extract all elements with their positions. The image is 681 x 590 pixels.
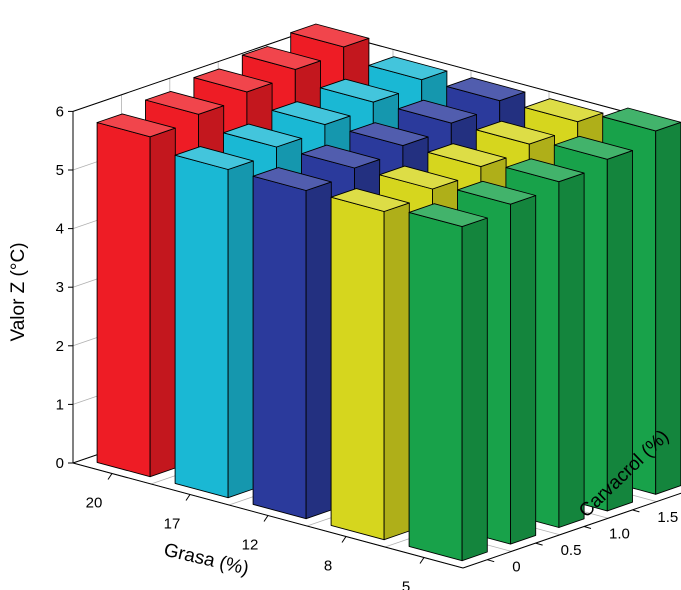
bar-5-0 — [408, 203, 488, 562]
bar-front-face — [252, 175, 307, 520]
bar-12-0 — [252, 167, 332, 520]
bar-20-0 — [96, 113, 176, 478]
y-tick-label: 0 — [512, 559, 520, 576]
z-tick-label: 6 — [56, 103, 64, 120]
z-axis-title: Valor Z (°C) — [8, 242, 29, 341]
top-left-edge — [72, 27, 316, 112]
bar-top-face — [553, 135, 633, 160]
z-tick-label: 1 — [56, 396, 64, 413]
bar-top-face — [379, 165, 459, 190]
x-tick-mark — [107, 473, 113, 480]
bar-top-face — [408, 203, 488, 228]
bar-top-face — [145, 90, 225, 115]
z-tick-label: 5 — [56, 162, 64, 179]
z-tick-label: 3 — [56, 279, 64, 296]
bar-top-face — [290, 23, 370, 48]
bar-8-0 — [330, 188, 410, 541]
bar-side-face — [383, 202, 410, 541]
bar-top-face — [368, 56, 448, 81]
x-tick-label: 17 — [164, 516, 181, 533]
bar-side-face — [558, 172, 585, 528]
z-tick-label: 4 — [56, 221, 64, 238]
y-tick-mark — [487, 559, 495, 563]
y-tick-mark — [632, 509, 640, 513]
bar-top-face — [446, 77, 526, 102]
bar-17-0 — [174, 146, 254, 499]
bar-side-face — [461, 217, 488, 562]
bar-front-face — [408, 211, 463, 562]
x-tick-label: 20 — [86, 495, 103, 512]
bar-top-face — [524, 98, 604, 123]
bar-side-face — [305, 181, 332, 520]
bar-top-face — [349, 122, 429, 147]
x-tick-mark — [419, 557, 425, 564]
x-tick-mark — [263, 515, 269, 522]
bar-top-face — [96, 113, 176, 138]
bar-top-face — [301, 144, 381, 169]
y-tick-label: 1.0 — [609, 526, 630, 543]
bar-top-face — [397, 99, 477, 124]
z-tick-label: 0 — [56, 455, 64, 472]
bar-front-face — [174, 154, 229, 499]
y-tick-mark — [535, 542, 543, 546]
bar-side-face — [149, 127, 176, 478]
y-tick-label: 0.5 — [561, 542, 582, 559]
z-tick-label: 2 — [56, 338, 64, 355]
x-tick-label: 8 — [324, 558, 332, 575]
bar-top-face — [475, 120, 555, 145]
x-tick-mark — [185, 494, 191, 501]
bar-top-face — [319, 78, 399, 103]
bar-top-face — [241, 46, 321, 70]
bar-top-face — [193, 68, 273, 93]
bar-top-face — [330, 188, 410, 212]
bar-top-face — [271, 101, 351, 126]
bar-front-face — [96, 122, 151, 478]
bars — [96, 23, 681, 562]
bar-top-face — [174, 146, 254, 170]
bar-side-face — [510, 195, 537, 545]
x-tick-label: 5 — [402, 579, 410, 590]
bar-top-face — [505, 158, 585, 183]
bar-front-face — [330, 196, 385, 541]
bar-top-face — [427, 143, 507, 168]
y-tick-mark — [583, 526, 592, 529]
bar-top-face — [223, 123, 303, 148]
bar-top-face — [252, 167, 332, 191]
bar-side-face — [227, 160, 254, 499]
x-axis-title: Grasa (%) — [162, 540, 251, 580]
bar-top-face — [457, 180, 537, 205]
x-tick-label: 12 — [242, 537, 259, 554]
x-tick-mark — [341, 536, 347, 543]
y-tick-label: 1.5 — [657, 509, 678, 526]
